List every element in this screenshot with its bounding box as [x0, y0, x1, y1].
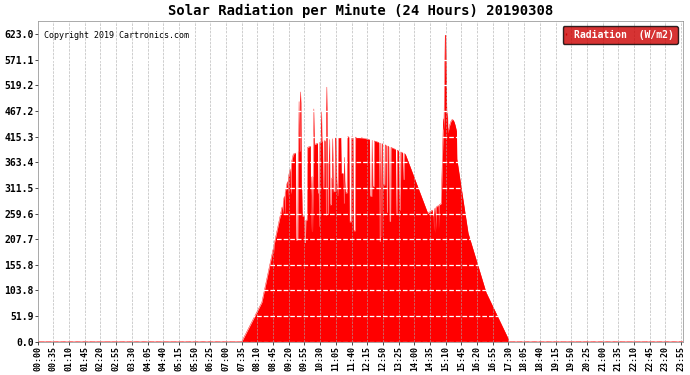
Title: Solar Radiation per Minute (24 Hours) 20190308: Solar Radiation per Minute (24 Hours) 20… [168, 4, 553, 18]
Text: Copyright 2019 Cartronics.com: Copyright 2019 Cartronics.com [44, 30, 189, 39]
Legend: Radiation  (W/m2): Radiation (W/m2) [562, 26, 678, 44]
